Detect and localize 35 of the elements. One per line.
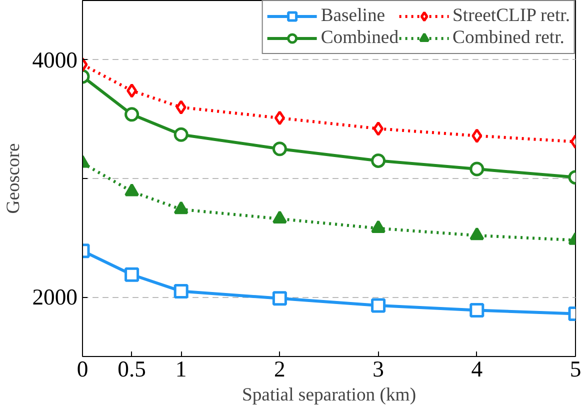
legend-label: Combined retr.	[452, 27, 564, 49]
point	[124, 267, 140, 282]
point	[371, 298, 386, 313]
point	[470, 162, 484, 176]
point	[472, 128, 482, 144]
point	[174, 127, 188, 142]
point	[371, 220, 386, 234]
x-tick-label: 1	[175, 356, 187, 382]
point	[470, 302, 484, 318]
x-tick-label: 0	[76, 356, 88, 382]
x-tick-label: 2	[274, 356, 286, 382]
x-tick-label: 0.5	[118, 356, 146, 382]
point	[371, 153, 386, 168]
y-tick-label: 4000	[32, 47, 78, 72]
point	[272, 291, 287, 306]
point	[176, 100, 186, 115]
x-axis-title: Spatial separation (km)	[242, 384, 416, 406]
point	[373, 121, 384, 136]
point	[174, 284, 188, 298]
point	[274, 110, 285, 126]
point	[272, 142, 287, 156]
y-axis-title: Geoscore	[3, 143, 24, 214]
point	[174, 201, 188, 214]
x-tick-label: 5	[570, 356, 582, 382]
point	[470, 227, 484, 240]
legend-label: Baseline	[320, 5, 386, 27]
x-tick-label: 4	[471, 356, 483, 382]
point	[126, 83, 138, 98]
point	[124, 107, 140, 122]
legend-label: Combined	[320, 27, 399, 49]
point	[124, 183, 140, 196]
x-tick-label: 3	[372, 356, 384, 382]
point	[272, 210, 287, 224]
legend-label: StreetCLIP retr.	[452, 5, 570, 27]
y-tick-label: 2000	[32, 284, 78, 310]
